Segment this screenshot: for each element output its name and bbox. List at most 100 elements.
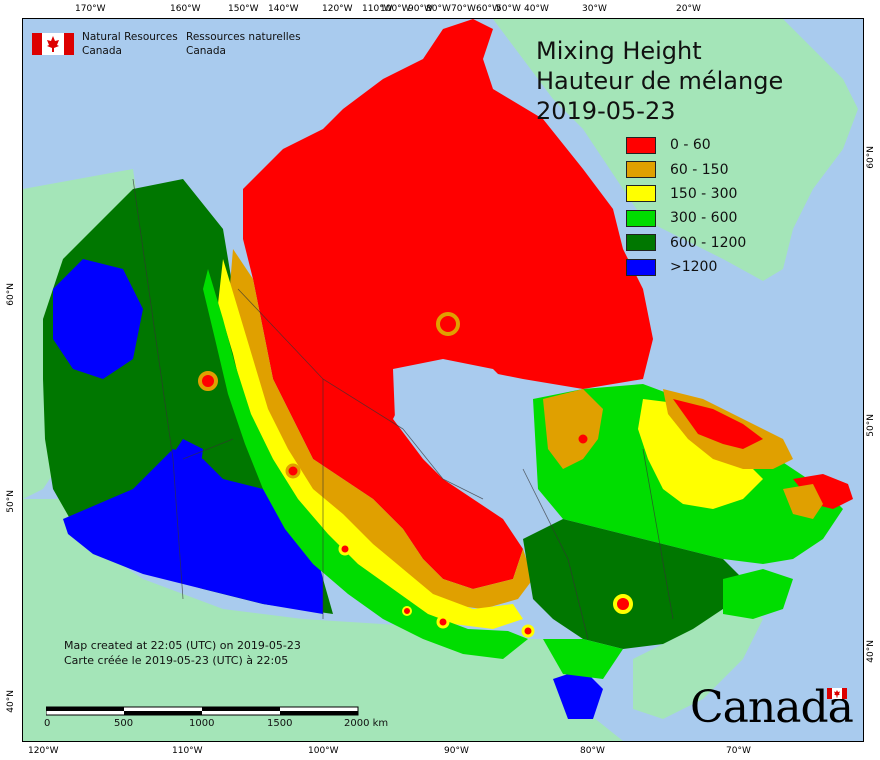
zone-blue-southern-ontario — [553, 669, 603, 719]
left-tick: 50°N — [6, 490, 16, 513]
org-en-line1: Natural Resources — [82, 31, 178, 43]
province-borders — [132, 178, 674, 640]
legend-label: 300 - 600 — [670, 210, 738, 227]
zone-red-labrador — [673, 399, 763, 449]
hotspot — [338, 542, 352, 556]
scale-label: 0 — [44, 718, 51, 729]
zone-dark-green-ontario — [523, 519, 743, 649]
top-tick: 160°W — [170, 4, 201, 14]
hotspot — [436, 312, 460, 336]
created-fr: Carte créée le 2019-05-23 (UTC) à 22:05 — [64, 654, 289, 667]
top-tick: 100°W — [380, 4, 411, 14]
hotspot — [436, 615, 450, 629]
greenland-landmass — [493, 19, 858, 281]
legend-swatch — [626, 161, 656, 179]
top-tick: 40°W — [524, 4, 549, 14]
bottom-tick: 120°W — [28, 746, 59, 756]
top-tick: 170°W — [75, 4, 106, 14]
usa-northeast — [633, 599, 763, 719]
zone-red-arctic — [243, 19, 653, 589]
title-en: Mixing Height — [536, 37, 702, 65]
right-tick: 50°N — [866, 414, 876, 437]
top-tick: 60°W — [476, 4, 501, 14]
zone-red-newfoundland — [793, 474, 853, 509]
title-date: 2019-05-23 — [536, 97, 676, 125]
zone-blue-prairies — [63, 449, 323, 614]
legend-swatch — [626, 136, 656, 154]
zone-yellow-quebec — [638, 399, 763, 509]
legend-item: 300 - 600 — [626, 206, 746, 230]
scale-label: 500 — [114, 718, 134, 729]
top-tick: 30°W — [582, 4, 607, 14]
hudson-bay — [393, 359, 533, 499]
bottom-tick: 90°W — [444, 746, 469, 756]
canada-wordmark: Canada — [690, 682, 854, 733]
bottom-tick: 80°W — [580, 746, 605, 756]
legend-swatch — [626, 209, 656, 227]
legend-item: 150 - 300 — [626, 182, 746, 206]
hotspot — [402, 606, 412, 616]
legend-swatch — [626, 185, 656, 203]
top-tick: 80°W — [426, 4, 451, 14]
wordmark-text: Canada — [690, 682, 854, 733]
hotspot — [198, 371, 218, 391]
map-canvas — [22, 18, 864, 742]
top-tick: 90°W — [408, 4, 433, 14]
org-fr-line2: Canada — [186, 45, 226, 57]
created-en: Map created at 22:05 (UTC) on 2019-05-23 — [64, 639, 301, 652]
org-fr-line1: Ressources naturelles — [186, 31, 301, 43]
title-fr: Hauteur de mélange — [536, 67, 784, 95]
legend-item: >1200 — [626, 255, 746, 279]
zone-green-great-lakes — [543, 639, 623, 679]
legend-label: 600 - 1200 — [670, 234, 747, 251]
map-svg — [23, 19, 858, 741]
legend-label: >1200 — [670, 259, 718, 276]
hotspot — [575, 431, 591, 447]
left-tick: 60°N — [6, 283, 16, 306]
zone-orange-newfoundland — [783, 484, 823, 519]
legend-item: 60 - 150 — [626, 157, 746, 181]
top-tick: 140°W — [268, 4, 299, 14]
map-created-note: Map created at 22:05 (UTC) on 2019-05-23… — [64, 638, 301, 668]
zone-orange-band-west — [228, 249, 533, 609]
legend: 0 - 60 60 - 150 150 - 300 300 - 600 600 … — [626, 133, 746, 279]
hotspot — [613, 594, 633, 614]
top-tick: 110°W — [362, 4, 393, 14]
zone-green-maritimes — [723, 569, 793, 619]
scale-label: 1500 — [267, 718, 293, 729]
bottom-tick: 110°W — [172, 746, 203, 756]
right-tick: 40°N — [866, 640, 876, 663]
scale-label: 2000 km — [344, 718, 389, 729]
top-tick: 120°W — [322, 4, 353, 14]
zone-green-band-west — [203, 269, 528, 659]
top-tick: 20°W — [676, 4, 701, 14]
wordmark-flag-icon — [827, 688, 847, 699]
bottom-tick: 70°W — [726, 746, 751, 756]
hotspot — [521, 624, 535, 638]
zone-yellow-band-west — [218, 259, 523, 629]
top-tick: 150°W — [228, 4, 259, 14]
org-en-line2: Canada — [82, 45, 122, 57]
map-title: Mixing Height Hauteur de mélange 2019-05… — [536, 36, 783, 126]
zone-orange-quebec — [543, 389, 603, 469]
scale-label: 1000 — [189, 718, 215, 729]
right-tick: 60°N — [866, 146, 876, 169]
scale-bar-graphic — [45, 706, 359, 716]
legend-item: 0 - 60 — [626, 133, 746, 157]
org-name-fr: Ressources naturelles Canada — [186, 30, 301, 58]
legend-label: 60 - 150 — [670, 161, 729, 178]
scale-bar: 0 500 1000 1500 2000 km — [44, 704, 388, 729]
usa-landmass — [23, 499, 623, 741]
legend-label: 150 - 300 — [670, 185, 738, 202]
legend-label: 0 - 60 — [670, 137, 711, 154]
zone-blue-yukon — [53, 259, 143, 379]
left-tick: 40°N — [6, 690, 16, 713]
legend-swatch — [626, 234, 656, 252]
legend-item: 600 - 1200 — [626, 231, 746, 255]
zone-blue-bc — [163, 439, 203, 499]
legend-swatch — [626, 258, 656, 276]
org-name-en: Natural Resources Canada — [82, 30, 178, 58]
bottom-tick: 100°W — [308, 746, 339, 756]
top-tick: 70°W — [451, 4, 476, 14]
